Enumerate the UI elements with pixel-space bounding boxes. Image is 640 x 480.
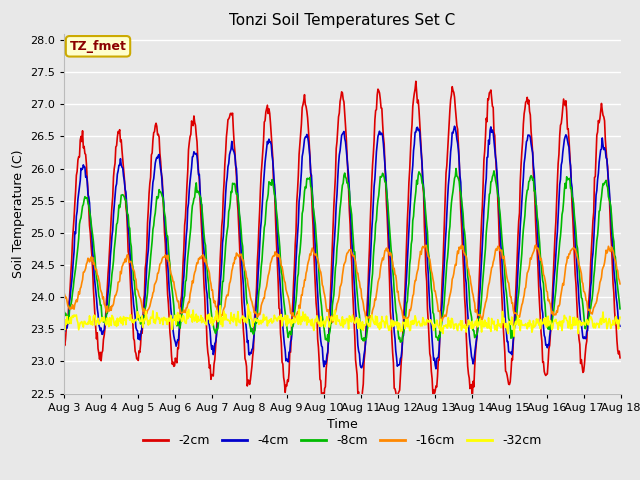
- -32cm: [410, 320, 418, 326]
- Line: -2cm: -2cm: [64, 81, 620, 406]
- -2cm: [356, 403, 364, 409]
- -16cm: [427, 262, 435, 268]
- -32cm: [70, 312, 78, 318]
- -4cm: [432, 366, 440, 372]
- -2cm: [70, 215, 78, 221]
- -16cm: [127, 259, 135, 265]
- Line: -4cm: -4cm: [64, 126, 620, 369]
- -2cm: [127, 301, 135, 307]
- -8cm: [70, 277, 78, 283]
- -8cm: [427, 271, 435, 277]
- -32cm: [60, 322, 68, 327]
- Line: -32cm: -32cm: [64, 304, 620, 336]
- -8cm: [184, 254, 191, 260]
- -2cm: [410, 90, 418, 96]
- -8cm: [397, 339, 404, 345]
- -8cm: [213, 327, 221, 333]
- Line: -16cm: -16cm: [64, 245, 620, 323]
- -2cm: [616, 355, 624, 361]
- -4cm: [410, 148, 417, 154]
- -16cm: [70, 306, 78, 312]
- -4cm: [426, 303, 434, 309]
- -2cm: [60, 340, 68, 346]
- -4cm: [70, 249, 78, 254]
- -4cm: [616, 324, 624, 329]
- -8cm: [127, 244, 135, 250]
- Legend: -2cm, -4cm, -8cm, -16cm, -32cm: -2cm, -4cm, -8cm, -16cm, -32cm: [138, 429, 547, 452]
- -32cm: [127, 317, 135, 323]
- -32cm: [244, 301, 252, 307]
- -4cm: [213, 325, 221, 331]
- -4cm: [451, 123, 458, 129]
- X-axis label: Time: Time: [327, 418, 358, 431]
- -4cm: [184, 206, 191, 212]
- -16cm: [403, 320, 410, 325]
- -32cm: [213, 312, 221, 318]
- -8cm: [410, 202, 418, 208]
- -2cm: [412, 78, 420, 84]
- -32cm: [184, 316, 191, 322]
- -16cm: [532, 242, 540, 248]
- Line: -8cm: -8cm: [64, 168, 620, 342]
- -2cm: [428, 368, 435, 374]
- -16cm: [184, 301, 191, 307]
- -32cm: [510, 333, 518, 339]
- -16cm: [410, 283, 418, 288]
- -32cm: [616, 314, 624, 320]
- Title: Tonzi Soil Temperatures Set C: Tonzi Soil Temperatures Set C: [229, 13, 456, 28]
- -4cm: [127, 269, 135, 275]
- Text: TZ_fmet: TZ_fmet: [70, 40, 127, 53]
- -16cm: [60, 289, 68, 295]
- -32cm: [427, 317, 435, 323]
- -2cm: [184, 168, 191, 174]
- -8cm: [616, 306, 624, 312]
- -16cm: [616, 281, 624, 287]
- Y-axis label: Soil Temperature (C): Soil Temperature (C): [12, 149, 24, 278]
- -8cm: [60, 306, 68, 312]
- -4cm: [60, 327, 68, 333]
- -2cm: [213, 314, 221, 320]
- -16cm: [213, 307, 221, 312]
- -8cm: [452, 166, 460, 171]
